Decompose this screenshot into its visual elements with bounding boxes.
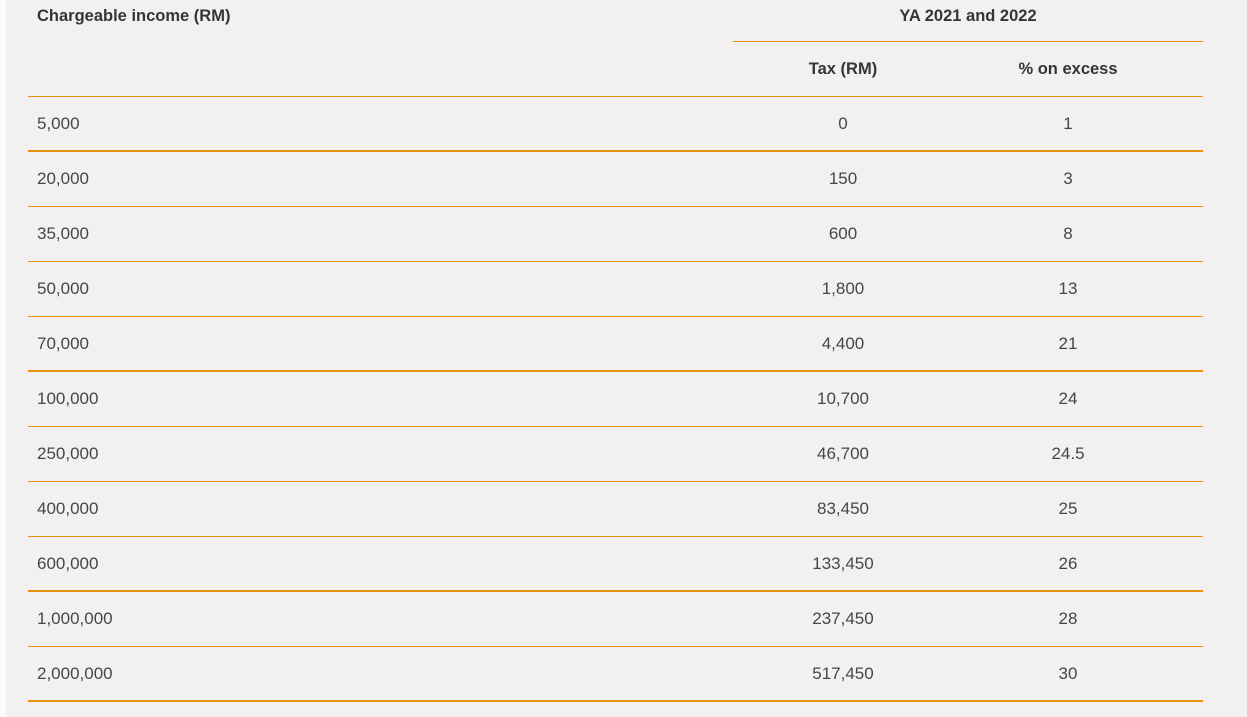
tax-cell: 133,450 (812, 553, 874, 573)
income-cell: 250,000 (37, 444, 99, 463)
income-cell: 50,000 (37, 279, 89, 298)
table-row: 250,000 46,700 24.5 (28, 427, 1203, 482)
income-column-header: Chargeable income (RM) (37, 7, 231, 25)
excess-cell: 1 (1063, 113, 1073, 133)
tax-cell: 10,700 (817, 389, 869, 408)
table-row: 20,000 150 3 (28, 152, 1203, 207)
income-cell: 600,000 (37, 553, 99, 573)
year-group-header: YA 2021 and 2022 (733, 0, 1203, 42)
tax-cell: 150 (828, 169, 858, 188)
income-cell: 35,000 (37, 224, 89, 243)
table-row: 35,000 600 8 (28, 207, 1203, 262)
income-cell: 1,000,000 (37, 609, 113, 628)
table-row: 400,000 83,450 25 (28, 482, 1203, 537)
excess-cell: 8 (1063, 224, 1073, 243)
excess-cell: 30 (1058, 663, 1078, 683)
table-row: 5,000 0 1 (28, 97, 1203, 152)
income-cell: 400,000 (37, 499, 99, 518)
tax-cell: 0 (838, 113, 848, 133)
table-row: 100,000 10,700 24 (28, 372, 1203, 427)
excess-column-header: % on excess (1018, 59, 1118, 78)
table-subheader: Tax (RM) % on excess (28, 42, 1203, 97)
tax-rates-table: Chargeable income (RM) YA 2021 and 2022 … (28, 0, 1203, 702)
excess-cell: 26 (1058, 553, 1078, 573)
table-header-top: Chargeable income (RM) YA 2021 and 2022 (28, 0, 1203, 42)
table-row: 50,000 1,800 13 (28, 262, 1203, 317)
table-row: 1,000,000 237,450 28 (28, 592, 1203, 647)
tax-cell: 4,400 (821, 333, 865, 353)
income-cell: 2,000,000 (37, 663, 113, 683)
excess-cell: 13 (1058, 279, 1078, 298)
excess-cell: 24.5 (1051, 444, 1085, 463)
excess-cell: 28 (1058, 609, 1078, 628)
income-cell: 5,000 (37, 113, 80, 133)
tax-cell: 46,700 (817, 444, 869, 463)
tax-cell: 83,450 (817, 499, 869, 518)
excess-cell: 25 (1058, 499, 1078, 518)
tax-cell: 517,450 (812, 663, 874, 683)
excess-cell: 21 (1058, 333, 1078, 353)
table-row: 70,000 4,400 21 (28, 317, 1203, 372)
income-cell: 70,000 (37, 333, 89, 353)
tax-cell: 237,450 (812, 609, 874, 628)
tax-cell: 600 (828, 224, 858, 243)
excess-cell: 24 (1058, 389, 1078, 408)
excess-cell: 3 (1063, 169, 1073, 188)
income-cell: 20,000 (37, 169, 89, 188)
tax-cell: 1,800 (821, 279, 865, 298)
table-row: 600,000 133,450 26 (28, 537, 1203, 592)
table-row: 2,000,000 517,450 30 (28, 647, 1203, 702)
tax-column-header: Tax (RM) (808, 59, 878, 78)
page-left-edge (0, 0, 6, 717)
income-cell: 100,000 (37, 389, 99, 408)
